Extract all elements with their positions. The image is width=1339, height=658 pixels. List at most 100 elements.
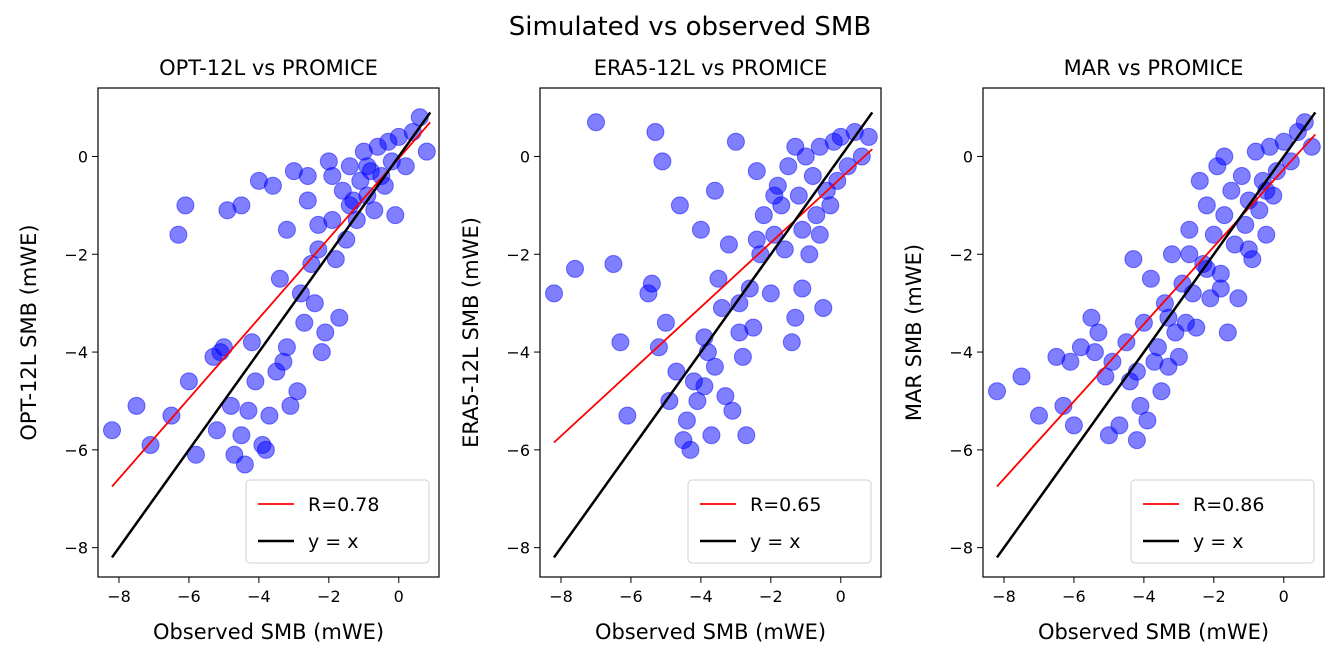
x-tick-label: −8 xyxy=(992,587,1016,606)
scatter-point xyxy=(295,313,314,332)
scatter-point xyxy=(242,333,261,352)
scatter-point xyxy=(1152,382,1171,401)
points-layer xyxy=(103,108,436,559)
x-tick-label: −6 xyxy=(1062,587,1086,606)
y-axis-label: ERA5-12L SMB (mWE) xyxy=(459,217,483,448)
scatter-point xyxy=(246,372,265,391)
scatter-point xyxy=(744,318,763,337)
scatter-point xyxy=(103,421,121,440)
y-tick-label: −2 xyxy=(64,245,88,264)
scatter-point xyxy=(1187,318,1206,337)
scatter-point xyxy=(604,255,623,273)
scatter-point xyxy=(1257,225,1276,244)
scatter-point xyxy=(740,279,759,298)
scatter-point xyxy=(702,426,721,445)
panel-title: ERA5-12L vs PROMICE xyxy=(594,56,827,80)
y-tick-label: −8 xyxy=(506,539,530,558)
scatter-point xyxy=(988,382,1006,401)
y-tick-label: −4 xyxy=(506,343,530,362)
scatter-point xyxy=(207,421,226,440)
scatter-point xyxy=(852,147,871,166)
scatter-point xyxy=(1232,167,1251,185)
scatter-point xyxy=(1250,201,1269,220)
x-tick-label: 0 xyxy=(836,587,846,606)
panel-era5-12l: ERA5-12L vs PROMICE −8 −6 −4 −2 0 −8 −6 −4 −2 0 O… xyxy=(459,56,882,644)
legend: R=0.65 y = x xyxy=(687,479,872,564)
scatter-point xyxy=(1211,279,1230,298)
scatter-point xyxy=(733,347,752,366)
scatter-point xyxy=(417,142,436,161)
scatter-point xyxy=(1103,352,1122,371)
scatter-point xyxy=(1222,181,1241,200)
scatter-point xyxy=(1141,269,1160,288)
identity-line xyxy=(995,111,1317,559)
scatter-point xyxy=(1162,245,1181,264)
y-axis-label: OPT-12L SMB (mWE) xyxy=(17,224,41,440)
scatter-point xyxy=(737,426,756,445)
scatter-point xyxy=(239,401,258,420)
scatter-point xyxy=(782,333,801,352)
scatter-point xyxy=(800,245,819,264)
scatter-point xyxy=(288,382,307,401)
scatter-point xyxy=(719,235,738,254)
scatter-point xyxy=(730,294,749,313)
scatter-point xyxy=(1148,338,1167,357)
x-tick-label: −2 xyxy=(1202,587,1226,606)
x-tick-label: −4 xyxy=(247,587,271,606)
scatter-point xyxy=(611,333,630,352)
scatter-point xyxy=(747,230,766,249)
scatter-point xyxy=(1110,416,1129,435)
scatter-point xyxy=(656,313,675,332)
scatter-point xyxy=(1236,215,1255,234)
y-tick-label: 0 xyxy=(78,147,88,166)
x-tick-label: −8 xyxy=(549,587,573,606)
y-axis-label: MAR SMB (mWE) xyxy=(902,244,926,421)
scatter-point xyxy=(1131,396,1150,415)
scatter-point xyxy=(186,445,205,464)
scatter-point xyxy=(653,152,672,171)
identity-line xyxy=(552,111,874,559)
scatter-point xyxy=(302,255,321,273)
scatter-point xyxy=(667,362,686,381)
y-tick-label: −8 xyxy=(64,539,88,558)
x-tick-label: −4 xyxy=(1132,587,1156,606)
figure-title: Simulated vs observed SMB xyxy=(509,12,871,42)
scatter-point xyxy=(1012,367,1031,386)
y-tick-label: −2 xyxy=(506,245,530,264)
scatter-point xyxy=(779,157,798,176)
ticks-layer: −8 −6 −4 −2 0 −8 −6 −4 −2 0 xyxy=(64,147,403,606)
plot-frame xyxy=(982,87,1325,578)
points-layer xyxy=(545,111,878,559)
scatter-point xyxy=(587,113,605,132)
scatter-point xyxy=(859,127,878,146)
scatter-point xyxy=(1190,171,1209,190)
x-tick-label: −6 xyxy=(619,587,643,606)
scatter-point xyxy=(726,132,745,151)
scatter-point xyxy=(765,225,784,244)
scatter-point xyxy=(127,396,146,415)
scatter-point xyxy=(260,406,279,425)
scatter-point xyxy=(347,211,366,229)
scatter-point xyxy=(169,225,188,244)
scatter-point xyxy=(1064,416,1083,435)
scatter-point xyxy=(326,250,345,269)
scatter-point xyxy=(566,259,584,278)
scatter-point xyxy=(214,338,233,357)
x-tick-label: −8 xyxy=(107,587,131,606)
scatter-point xyxy=(1124,250,1143,269)
plot-frame xyxy=(539,87,882,578)
scatter-point xyxy=(277,338,296,357)
scatter-point xyxy=(1138,411,1157,430)
legend-label-identity: y = x xyxy=(1193,531,1244,553)
scatter-point xyxy=(396,157,415,176)
scatter-point xyxy=(660,392,679,410)
legend: R=0.86 y = x xyxy=(1130,479,1315,564)
points-layer xyxy=(988,111,1321,559)
x-tick-label: −2 xyxy=(759,587,783,606)
scatter-point xyxy=(747,162,766,181)
scatter-point xyxy=(1061,352,1080,371)
y-tick-label: −6 xyxy=(506,441,530,460)
legend-label-fit: R=0.65 xyxy=(750,494,821,516)
scatter-point xyxy=(1302,137,1321,156)
scatter-point xyxy=(691,220,710,239)
